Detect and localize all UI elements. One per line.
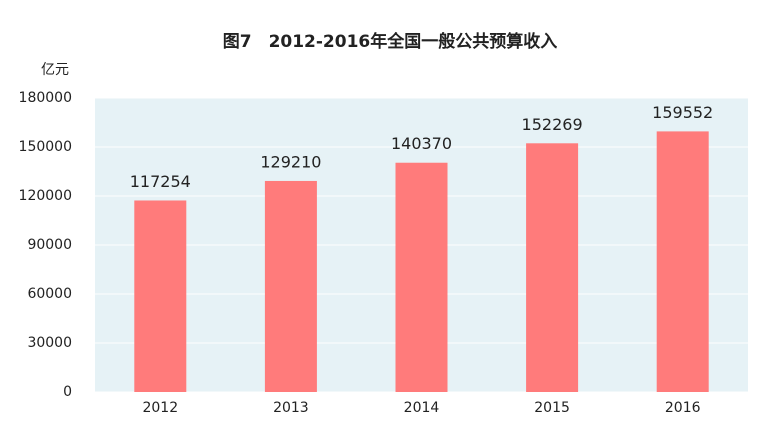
y-tick-label: 60000 — [27, 286, 72, 302]
y-tick-label: 120000 — [19, 188, 72, 204]
bar — [656, 131, 709, 392]
x-tick-label: 2016 — [665, 400, 701, 416]
x-tick-label: 2015 — [534, 400, 570, 416]
y-axis-label: 亿元 — [41, 62, 69, 78]
bar — [264, 180, 317, 392]
data-label: 159552 — [652, 103, 713, 122]
bar — [526, 143, 579, 392]
data-label: 152269 — [522, 115, 583, 134]
x-tick-label: 2012 — [142, 400, 178, 416]
chart-title: 图7 2012-2016年全国一般公共预算收入 — [223, 31, 558, 52]
y-tick-label: 0 — [63, 384, 72, 400]
y-tick-label: 150000 — [19, 139, 72, 155]
y-tick-label: 180000 — [19, 90, 72, 106]
x-tick-label: 2014 — [404, 400, 440, 416]
data-label: 140370 — [391, 134, 452, 153]
data-label: 129210 — [260, 152, 321, 171]
x-tick-label: 2013 — [273, 400, 309, 416]
y-tick-label: 90000 — [27, 237, 72, 253]
bar — [395, 162, 448, 392]
bar — [134, 200, 187, 392]
data-label: 117254 — [130, 172, 191, 191]
y-tick-label: 30000 — [27, 335, 72, 351]
